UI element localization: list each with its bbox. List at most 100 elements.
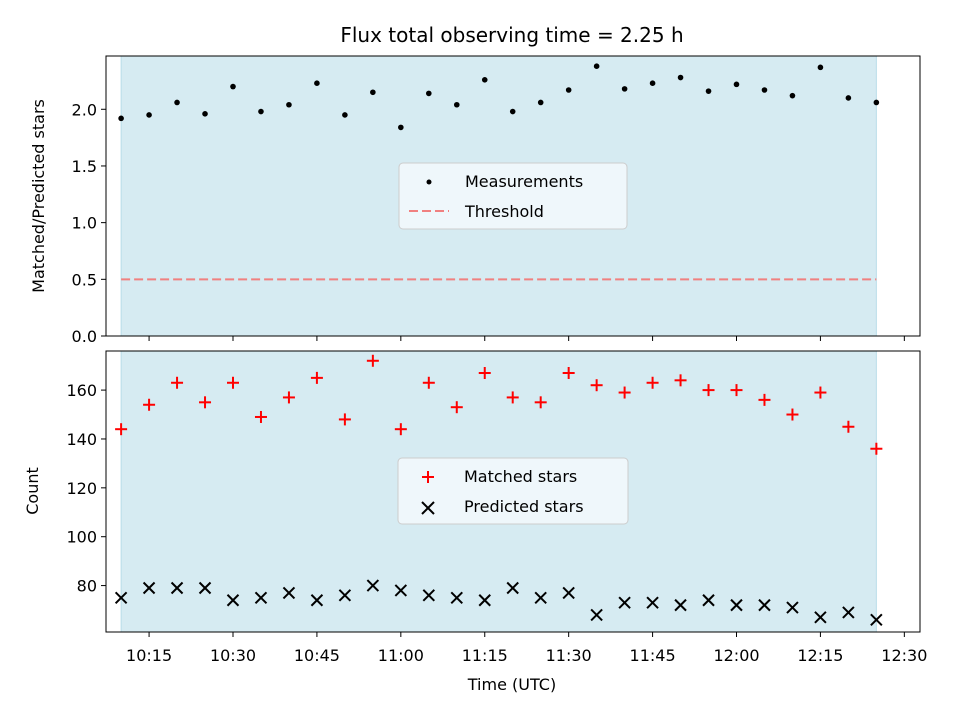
x-axis-label: Time (UTC) <box>467 675 556 694</box>
measurement-point <box>649 80 656 87</box>
measurement-point <box>146 112 152 118</box>
predicted-star-point <box>450 591 463 604</box>
top-panel: Flux total observing time = 2.25 h 0.0 0.… <box>29 23 921 346</box>
top-legend-box <box>398 162 628 230</box>
x-tick-label: 11:45 <box>630 646 676 665</box>
bottom-y-tick-label: 80 <box>77 577 97 596</box>
matched-star-point <box>674 374 687 387</box>
measurement-point <box>174 99 180 106</box>
bottom-y-tick-label: 140 <box>66 430 97 449</box>
predicted-star-point <box>730 598 743 612</box>
predicted-star-point <box>142 581 156 595</box>
matched-star-point <box>758 393 771 406</box>
predicted-star-point <box>114 591 128 604</box>
predicted-star-point <box>870 613 883 626</box>
predicted-star-point <box>590 608 603 622</box>
bottom-legend-box <box>397 457 629 525</box>
predicted-star-point <box>786 601 799 614</box>
matched-star-point <box>394 423 407 436</box>
legend-measurements-label: Measurements <box>465 172 583 191</box>
matched-star-point <box>618 386 631 399</box>
bottom-x-axis-ticks: 10:15 10:30 10:45 11:00 11:15 11:30 11:45 12:00… <box>126 632 927 665</box>
matched-star-point <box>282 391 295 404</box>
bottom-y-axis-label: Count <box>23 467 42 515</box>
top-y-axis-ticks: 0.0 0.5 1.0 1.5 2.0 <box>72 100 106 346</box>
matched-star-point <box>115 423 128 436</box>
matched-star-point <box>450 401 463 414</box>
legend-matched-marker <box>422 471 434 483</box>
bottom-panel: 80 100 120 140 160 10:15 10:30 10:45 11:00 11:15… <box>23 350 927 694</box>
measurement-point <box>509 108 516 115</box>
predicted-star-point <box>338 589 352 602</box>
matched-star-point <box>646 376 659 389</box>
measurement-point <box>453 101 460 108</box>
bottom-legend: Matched stars Predicted stars <box>397 457 629 525</box>
measurement-point <box>202 111 208 117</box>
matched-star-point <box>562 366 575 379</box>
predicted-star-point <box>366 579 380 592</box>
bottom-y-tick-label: 120 <box>66 479 97 498</box>
measurement-point <box>314 80 320 87</box>
legend-measurements-marker <box>426 179 432 185</box>
top-y-tick-label: 2.0 <box>72 100 97 119</box>
measurement-point <box>118 115 124 122</box>
legend-predicted-label: Predicted stars <box>464 497 584 516</box>
measurement-point <box>733 81 740 88</box>
top-y-tick-label: 0.0 <box>72 327 97 346</box>
x-tick-label: 12:00 <box>713 646 759 665</box>
matched-star-point <box>171 376 184 389</box>
matched-star-point <box>199 396 212 409</box>
measurement-point <box>286 101 292 108</box>
predicted-star-point <box>534 591 547 604</box>
predicted-star-point <box>170 581 184 595</box>
x-tick-label: 10:45 <box>294 646 340 665</box>
matched-star-point <box>338 413 351 426</box>
measurement-point <box>817 64 824 71</box>
matched-star-point <box>254 410 267 423</box>
measurement-point <box>761 87 768 93</box>
top-legend: Measurements Threshold <box>398 162 628 230</box>
x-tick-label: 11:00 <box>378 646 424 665</box>
legend-threshold-label: Threshold <box>464 202 544 221</box>
matched-star-point <box>366 354 379 367</box>
predicted-star-point <box>310 594 324 607</box>
measurement-point <box>258 108 264 115</box>
x-tick-label: 10:30 <box>210 646 256 665</box>
measurement-point <box>342 112 348 118</box>
predicted-star-point <box>394 584 408 597</box>
predicted-star-point <box>674 598 687 612</box>
matched-star-point <box>786 408 799 421</box>
predicted-star-point <box>478 594 491 607</box>
predicted-star-point <box>842 606 855 619</box>
bottom-y-tick-label: 160 <box>66 381 97 400</box>
legend-predicted-marker <box>421 501 435 515</box>
predicted-star-point <box>562 586 575 600</box>
measurement-points <box>118 63 880 131</box>
predicted-star-point <box>814 611 827 624</box>
top-y-tick-label: 0.5 <box>72 270 97 289</box>
matched-star-point <box>730 384 743 397</box>
matched-star-point <box>870 442 883 455</box>
matched-star-point <box>226 376 239 389</box>
measurement-point <box>481 77 488 83</box>
x-tick-label: 11:30 <box>546 646 592 665</box>
predicted-star-point <box>702 594 715 607</box>
measurement-point <box>593 63 600 70</box>
matched-star-point <box>842 420 855 433</box>
top-chart-title: Flux total observing time = 2.25 h <box>340 23 683 47</box>
measurement-point <box>677 74 684 81</box>
measurement-point <box>370 89 376 96</box>
top-y-tick-label: 1.5 <box>72 157 97 176</box>
predicted-star-point <box>226 594 240 607</box>
matched-star-point <box>702 384 715 397</box>
predicted-star-point <box>282 586 296 600</box>
top-x-axis-ticks <box>148 336 905 341</box>
matched-star-point <box>814 386 827 399</box>
measurement-point <box>845 95 852 101</box>
measurement-point <box>565 87 572 93</box>
matched-star-point <box>590 379 603 392</box>
matched-star-point <box>534 396 547 409</box>
top-axes-frame <box>105 55 921 337</box>
predicted-star-point <box>758 598 771 612</box>
